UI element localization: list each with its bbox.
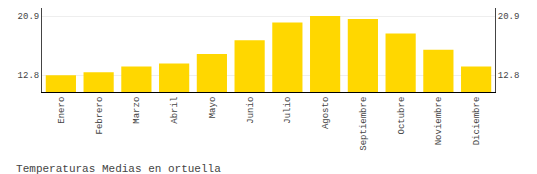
svg-text:Agosto: Agosto <box>321 97 331 129</box>
svg-text:12.8: 12.8 <box>18 71 40 81</box>
svg-text:Noviembre: Noviembre <box>434 97 444 146</box>
svg-text:12.8: 12.8 <box>498 71 520 81</box>
svg-text:Marzo: Marzo <box>132 97 142 124</box>
svg-text:Junio: Junio <box>246 97 256 124</box>
svg-text:Julio: Julio <box>283 97 293 124</box>
svg-text:Diciembre: Diciembre <box>472 97 482 146</box>
svg-text:Enero: Enero <box>57 97 67 124</box>
svg-text:20.9: 20.9 <box>498 12 520 22</box>
svg-text:Temperaturas Medias en ortuell: Temperaturas Medias en ortuella <box>16 163 221 174</box>
svg-text:Febrero: Febrero <box>95 97 105 135</box>
svg-text:Mayo: Mayo <box>208 97 218 119</box>
svg-text:Abril: Abril <box>170 97 180 124</box>
svg-text:20.9: 20.9 <box>18 12 40 22</box>
svg-text:Octubre: Octubre <box>397 97 407 135</box>
svg-text:Septiembre: Septiembre <box>359 97 369 151</box>
